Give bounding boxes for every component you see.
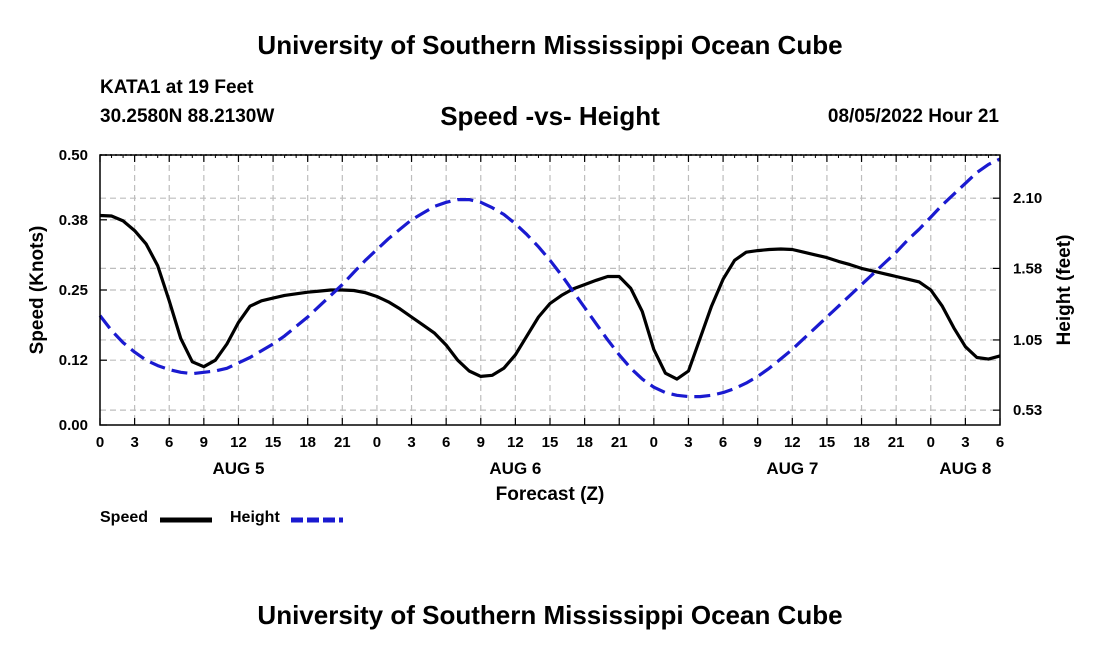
day-label: AUG 6 [489, 459, 541, 478]
x-tick-label: 0 [650, 434, 658, 451]
footer-title: University of Southern Mississippi Ocean… [257, 600, 843, 630]
x-tick-label: 3 [684, 434, 692, 451]
x-tick-label: 9 [477, 434, 485, 451]
x-tick-label: 12 [230, 434, 247, 451]
page-title: University of Southern Mississippi Ocean… [257, 30, 843, 60]
y2-tick-label: 2.10 [1013, 190, 1042, 207]
x-tick-label: 21 [611, 434, 628, 451]
x-tick-label: 3 [130, 434, 138, 451]
x-tick-label: 18 [299, 434, 316, 451]
axes: 0 3 6 9 12 15 18 21 0 3 6 9 12 15 18 21 0 3 6 9 12 15 18 21 0 3 6A… [59, 147, 1042, 478]
x-tick-label: 9 [200, 434, 208, 451]
legend-label-height: Height [230, 509, 280, 526]
station-label: KATA1 at 19 Feet [100, 77, 254, 98]
y2-tick-label: 1.05 [1013, 332, 1042, 349]
day-label: AUG 8 [939, 459, 991, 478]
chart-title: Speed -vs- Height [440, 101, 660, 131]
series-layer [98, 157, 1001, 399]
series-height-line [98, 157, 1001, 399]
y2-tick-label: 0.53 [1013, 402, 1042, 419]
x-tick-label: 15 [819, 434, 836, 451]
x-tick-label: 0 [373, 434, 381, 451]
x-tick-label: 3 [961, 434, 969, 451]
x-tick-label: 15 [265, 434, 282, 451]
legend-swatch-height [291, 517, 343, 523]
x-tick-label: 9 [754, 434, 762, 451]
x-tick-label: 18 [576, 434, 593, 451]
x-tick-label: 12 [507, 434, 524, 451]
station-coordinates: 30.2580N 88.2130W [100, 106, 275, 127]
x-tick-label: 6 [996, 434, 1004, 451]
x-tick-label: 0 [927, 434, 935, 451]
y-tick-label: 0.12 [59, 352, 88, 369]
y-tick-label: 0.38 [59, 212, 88, 229]
y-tick-label: 0.50 [59, 147, 88, 164]
x-tick-label: 15 [542, 434, 559, 451]
x-tick-label: 3 [407, 434, 415, 451]
forecast-datetime: 08/05/2022 Hour 21 [827, 106, 999, 127]
y-axis-label-left: Speed (Knots) [27, 226, 48, 355]
x-axis-label: Forecast (Z) [496, 484, 605, 505]
gridlines [100, 154, 1000, 425]
y-tick-label: 0.00 [59, 417, 88, 434]
y-axis-label-right: Height (feet) [1054, 235, 1075, 346]
legend-label-speed: Speed [100, 509, 149, 526]
x-tick-label: 6 [442, 434, 450, 451]
legend-swatch-speed [160, 517, 212, 523]
x-tick-label: 0 [96, 434, 104, 451]
day-label: AUG 7 [766, 459, 818, 478]
x-tick-label: 6 [719, 434, 727, 451]
series-speed-line [99, 213, 1001, 381]
y-tick-label: 0.25 [59, 282, 88, 299]
x-tick-label: 18 [853, 434, 870, 451]
x-tick-label: 6 [165, 434, 173, 451]
y2-tick-label: 1.58 [1013, 260, 1042, 277]
x-tick-label: 21 [334, 434, 351, 451]
day-label: AUG 5 [212, 459, 264, 478]
x-tick-label: 21 [888, 434, 905, 451]
x-tick-label: 12 [784, 434, 801, 451]
